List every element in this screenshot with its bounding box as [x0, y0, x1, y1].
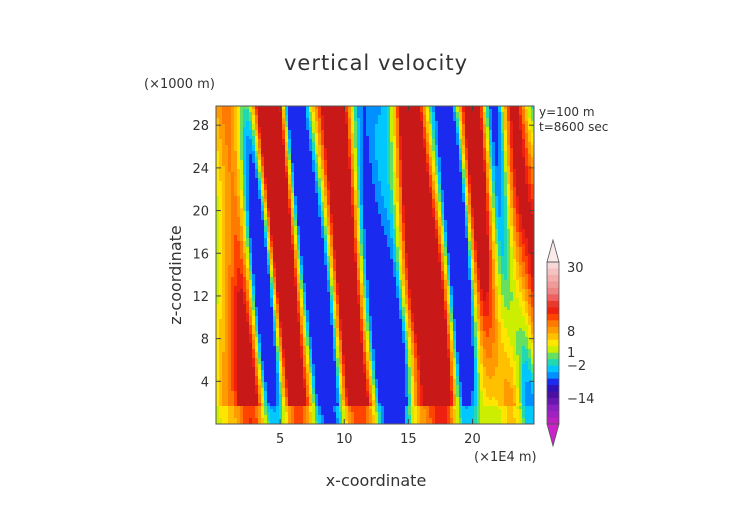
- y-tick-label: 20: [192, 205, 209, 220]
- colorbar-band: [547, 333, 559, 341]
- colorbar-band: [547, 365, 559, 373]
- colorbar-band: [547, 411, 559, 419]
- colorbar-label: 30: [567, 261, 584, 276]
- colorbar-band: [547, 346, 559, 354]
- colorbar-band: [547, 339, 559, 347]
- x-tick-label: 15: [400, 432, 417, 447]
- colorbar-band: [547, 398, 559, 406]
- y-axis-label: z-coordinate: [166, 225, 185, 325]
- colorbar-band: [547, 281, 559, 289]
- colorbar-bottom-arrow: [546, 423, 560, 448]
- colorbar-label: 1: [567, 346, 575, 361]
- y-tick-label: 28: [192, 119, 209, 134]
- annotation-t: t=8600 sec: [539, 120, 608, 134]
- colorbar-top-arrow: [546, 238, 560, 263]
- colorbar-band: [547, 313, 559, 321]
- colorbar-band: [547, 372, 559, 380]
- colorbar-band: [547, 359, 559, 367]
- y-tick-label: 8: [201, 333, 209, 348]
- colorbar-band: [547, 274, 559, 282]
- colorbar-band: [547, 385, 559, 393]
- colorbar-band: [547, 268, 559, 276]
- chart-title: vertical velocity: [284, 51, 468, 75]
- y-unit-label: (×1000 m): [144, 77, 215, 92]
- colorbar-label: −14: [567, 392, 594, 407]
- x-axis-label: x-coordinate: [326, 471, 427, 490]
- x-tick-label: 5: [276, 432, 284, 447]
- x-tick-label: 10: [336, 432, 353, 447]
- colorbar-band: [547, 378, 559, 386]
- colorbar-labels: 30 8 1−2 −14: [567, 261, 594, 407]
- colorbar-label: −2: [567, 359, 586, 374]
- colorbar-band: [547, 404, 559, 412]
- colorbar-band: [547, 262, 559, 269]
- colorbar-band: [547, 294, 559, 302]
- colorbar-band: [547, 300, 559, 308]
- y-tick-label: 24: [192, 162, 209, 177]
- colorbar-band: [547, 320, 559, 328]
- colorbar-label: 8: [567, 325, 575, 340]
- colorbar-band: [547, 352, 559, 360]
- colorbar-band: [547, 287, 559, 295]
- x-tick-label: 20: [464, 432, 481, 447]
- colorbar-frame: [546, 261, 560, 425]
- colorbar-band: [547, 417, 559, 425]
- heatmap-plot-area: [216, 106, 535, 425]
- colorbar-band: [547, 391, 559, 399]
- y-axis-ticks: 4 8 12 16 20 24 28: [192, 119, 534, 390]
- colorbar-band: [547, 326, 559, 334]
- y-tick-label: 16: [192, 247, 209, 262]
- y-tick-label: 12: [192, 290, 209, 305]
- y-tick-label: 4: [201, 375, 209, 390]
- annotation-y: y=100 m: [539, 105, 595, 119]
- colorbar: [546, 238, 560, 448]
- x-axis-ticks: 5 10 15 20: [276, 106, 481, 447]
- x-unit-label: (×1E4 m): [474, 450, 537, 465]
- colorbar-band: [547, 307, 559, 315]
- plot-frame: [215, 105, 535, 425]
